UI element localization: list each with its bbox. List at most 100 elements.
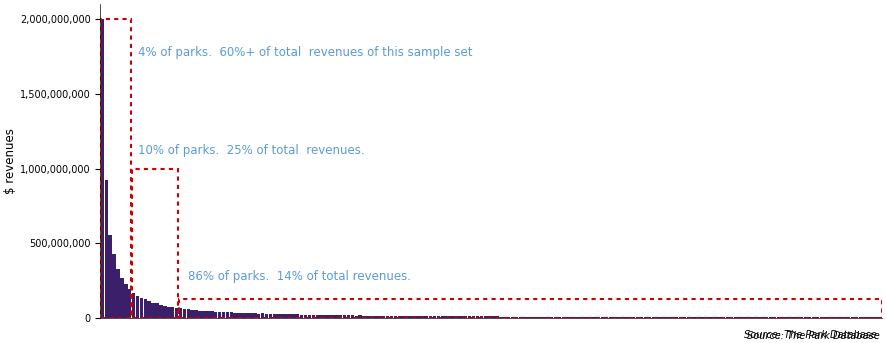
Bar	[323, 315, 327, 318]
Bar	[573, 317, 577, 318]
Bar	[214, 312, 217, 318]
Bar	[385, 316, 389, 318]
Bar	[429, 316, 432, 318]
Bar	[761, 317, 765, 318]
Bar	[437, 316, 440, 318]
Bar	[792, 317, 796, 318]
Bar	[757, 317, 760, 318]
Bar	[534, 317, 538, 318]
Bar	[578, 317, 581, 318]
Bar	[260, 314, 264, 318]
Bar	[839, 317, 843, 318]
Bar	[831, 317, 835, 318]
Bar	[828, 317, 831, 318]
Bar	[132, 293, 136, 318]
Bar	[671, 317, 674, 318]
Bar	[507, 317, 510, 318]
Bar	[147, 301, 151, 318]
Bar	[456, 316, 460, 318]
Bar	[288, 314, 291, 318]
Bar	[745, 317, 749, 318]
Text: Source: The Park Database: Source: The Park Database	[747, 331, 880, 341]
Text: Source: The Park Database: Source: The Park Database	[744, 330, 877, 340]
Bar	[734, 317, 737, 318]
Bar	[409, 316, 413, 318]
Bar	[843, 317, 846, 318]
Bar	[398, 316, 401, 318]
Bar	[823, 317, 827, 318]
Bar	[194, 310, 198, 318]
Bar	[452, 316, 455, 318]
Bar	[284, 314, 288, 318]
Bar	[789, 317, 792, 318]
Bar	[304, 315, 307, 318]
Bar	[679, 317, 682, 318]
Bar	[268, 314, 272, 318]
Bar	[128, 289, 131, 318]
Bar	[401, 316, 405, 318]
Bar	[343, 315, 346, 318]
Bar	[296, 315, 299, 318]
Bar	[210, 311, 214, 318]
Bar	[855, 317, 859, 318]
Bar	[320, 315, 323, 318]
Bar	[233, 313, 237, 318]
Bar	[206, 311, 210, 318]
Bar	[307, 315, 311, 318]
Bar	[710, 317, 713, 318]
Bar	[726, 317, 729, 318]
Bar	[776, 317, 780, 318]
Bar	[620, 317, 624, 318]
Bar	[479, 317, 483, 318]
Bar	[331, 315, 335, 318]
Bar	[237, 313, 241, 318]
Bar	[327, 315, 330, 318]
Text: 4% of parks.  60%+ of total  revenues of this sample set: 4% of parks. 60%+ of total revenues of t…	[137, 46, 472, 59]
Bar	[265, 314, 268, 318]
Bar	[847, 317, 851, 318]
Bar	[359, 316, 362, 318]
Bar	[406, 316, 408, 318]
Bar	[565, 317, 569, 318]
Bar	[335, 315, 338, 318]
Bar	[198, 310, 202, 318]
Bar	[651, 317, 655, 318]
Bar	[589, 317, 593, 318]
Bar	[253, 313, 257, 318]
Bar	[374, 316, 377, 318]
Bar	[471, 316, 475, 318]
Bar	[257, 314, 260, 318]
Bar	[859, 317, 862, 318]
Bar	[695, 317, 698, 318]
Bar	[229, 312, 233, 318]
Bar	[245, 313, 249, 318]
Bar	[460, 316, 463, 318]
Bar	[706, 317, 710, 318]
Bar	[249, 313, 253, 318]
Bar	[664, 317, 667, 318]
Bar	[604, 317, 608, 318]
Bar	[417, 316, 421, 318]
Bar	[867, 317, 870, 318]
Bar	[226, 312, 229, 318]
Bar	[413, 316, 416, 318]
Bar	[351, 315, 354, 318]
Bar	[546, 317, 549, 318]
Bar	[167, 307, 170, 318]
Bar	[687, 317, 690, 318]
Bar	[425, 316, 429, 318]
Bar	[526, 317, 530, 318]
Bar	[163, 306, 167, 318]
Bar	[609, 317, 612, 318]
Bar	[152, 303, 155, 318]
Bar	[448, 316, 452, 318]
Bar	[612, 317, 616, 318]
Bar	[538, 317, 541, 318]
Bar	[554, 317, 557, 318]
Bar	[101, 19, 105, 318]
Bar	[812, 317, 815, 318]
Bar	[781, 317, 784, 318]
Bar	[667, 317, 671, 318]
Bar	[346, 315, 350, 318]
Bar	[542, 317, 546, 318]
